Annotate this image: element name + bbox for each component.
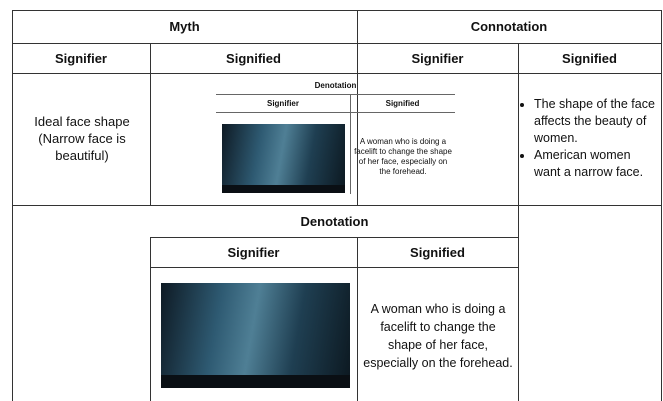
- rule: [357, 237, 358, 401]
- myth-signifier: Ideal face shape (Narrow face is beautif…: [34, 113, 130, 163]
- nested-text: A woman who is doing a facelift to chang…: [354, 137, 452, 176]
- rule: [216, 112, 455, 113]
- rule: [12, 205, 662, 206]
- denotation-header: Signified: [410, 244, 465, 260]
- nested-title: Denotation: [314, 80, 357, 90]
- rule: [150, 267, 519, 268]
- header-cell: Connotation: [470, 19, 548, 34]
- rule: [12, 43, 662, 44]
- rule: [357, 10, 358, 205]
- rule: [12, 73, 662, 74]
- rule: [350, 94, 351, 194]
- bullet: American women want a narrow face.: [534, 147, 660, 181]
- rule: [150, 43, 151, 205]
- rule: [216, 94, 455, 95]
- rule: [150, 237, 151, 401]
- film-still: [161, 283, 350, 388]
- nested-header: Signifier: [266, 98, 299, 108]
- rule: [518, 43, 519, 401]
- bullet-list: The shape of the face affects the beauty…: [522, 96, 660, 181]
- rule: [12, 10, 13, 401]
- header-cell: Myth: [169, 19, 200, 34]
- subheader-cell: Signified: [226, 50, 281, 66]
- rule: [150, 237, 519, 238]
- nested-header: Signified: [385, 98, 420, 108]
- rule: [12, 10, 662, 11]
- subheader-cell: Signifier: [54, 50, 107, 66]
- denotation-title: Denotation: [300, 213, 369, 229]
- film-still: [222, 124, 345, 194]
- bullet: The shape of the face affects the beauty…: [534, 96, 660, 147]
- subheader-cell: Signifier: [411, 50, 464, 66]
- denotation-text: A woman who is doing a facelift to chang…: [363, 302, 513, 370]
- subheader-cell: Signified: [562, 50, 617, 66]
- denotation-header: Signifier: [227, 244, 280, 260]
- connotation-list: The shape of the face affects the beauty…: [522, 92, 660, 184]
- rule: [661, 10, 662, 401]
